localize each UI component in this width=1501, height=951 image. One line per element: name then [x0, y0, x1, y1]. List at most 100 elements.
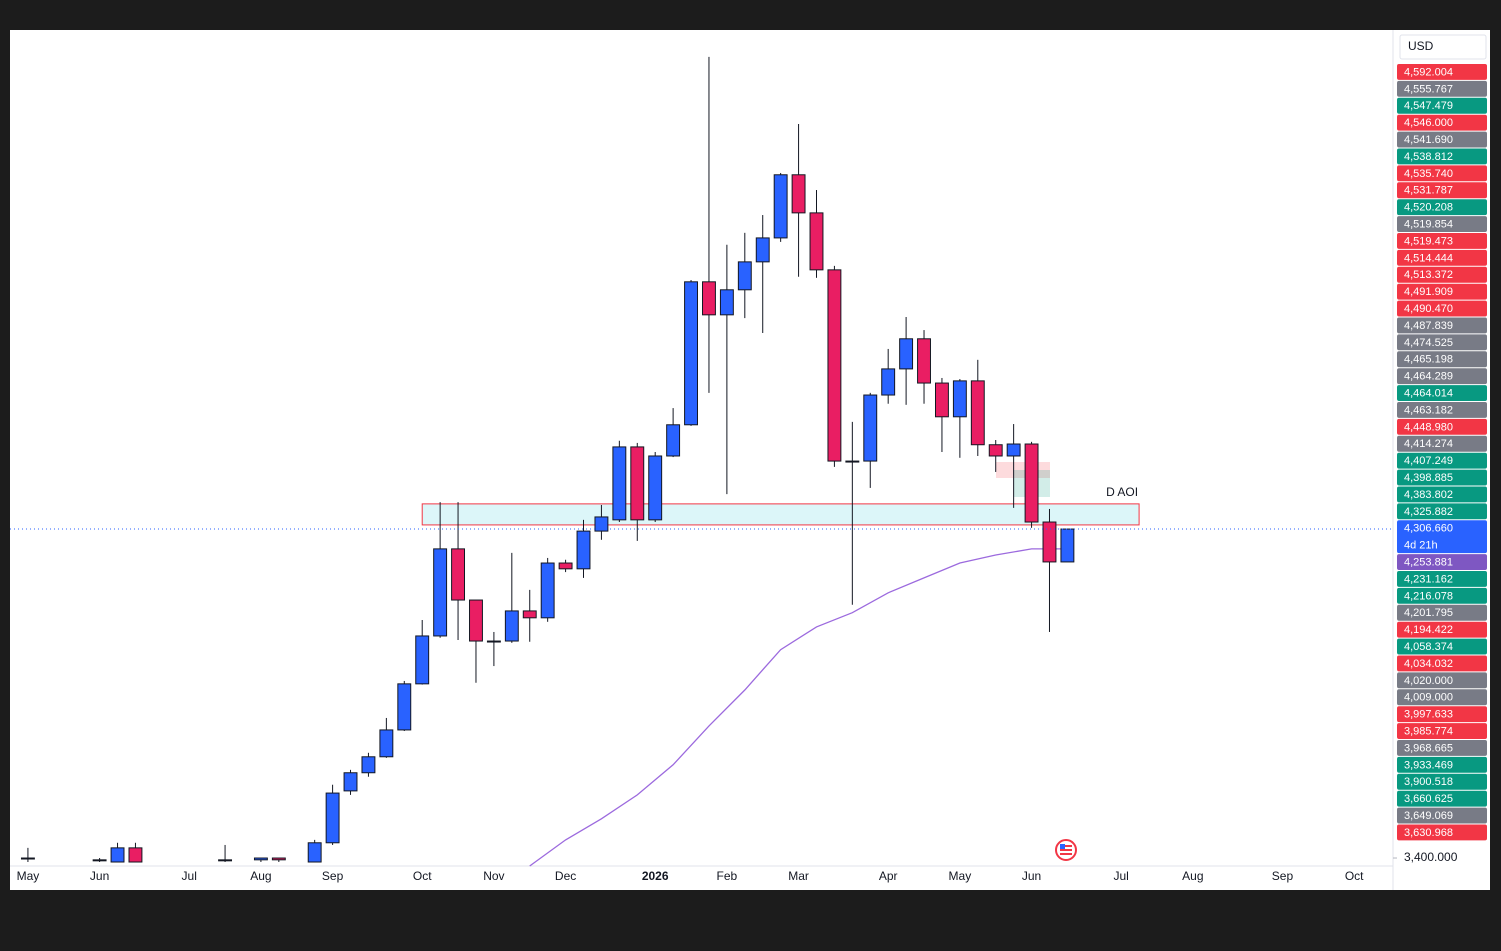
candle-body [684, 281, 698, 426]
price-badge-label: 4,034.032 [1404, 658, 1453, 670]
candle-body [307, 842, 322, 863]
price-badge-label: 4,541.690 [1404, 134, 1453, 146]
candle-body [612, 446, 627, 521]
price-badge-label: 4,448.980 [1404, 421, 1453, 433]
price-badge-label: 4,546.000 [1404, 117, 1453, 129]
candle-body [934, 382, 949, 418]
price-badge [1397, 216, 1487, 232]
candle [934, 377, 949, 452]
x-tick-label: Dec [555, 869, 576, 883]
price-badge-label: 4,407.249 [1404, 455, 1453, 467]
candle [469, 599, 483, 683]
candle [594, 504, 609, 540]
candle [970, 359, 985, 456]
candle [666, 408, 681, 458]
candle-body [325, 792, 340, 844]
candle [1060, 528, 1075, 563]
candle-body [558, 562, 573, 570]
price-badge-label: 4,592.004 [1404, 66, 1453, 78]
price-badge-label: 4,383.802 [1404, 489, 1453, 501]
candle-body [827, 269, 842, 462]
candle-body [1006, 443, 1021, 457]
price-badge-label: 4,547.479 [1404, 100, 1453, 112]
price-badge [1397, 402, 1487, 418]
x-tick-label: May [949, 869, 972, 883]
candle [540, 557, 555, 622]
price-badge-label: 4,535.740 [1404, 168, 1453, 180]
price-badge-label: 4,491.909 [1404, 286, 1453, 298]
x-tick-label: Nov [483, 869, 504, 883]
price-badge-label: 4,531.787 [1404, 185, 1453, 197]
price-badge [1397, 621, 1487, 638]
candle-body [92, 859, 107, 862]
candle-body [397, 683, 412, 731]
price-badge-label: 4,538.812 [1404, 151, 1453, 163]
price-badge [1397, 368, 1487, 385]
candle-body [361, 756, 376, 774]
x-tick-label: Jul [1113, 869, 1128, 883]
price-badge [1397, 131, 1487, 148]
candle-body [666, 424, 681, 457]
candle [415, 619, 430, 685]
price-badge [1397, 182, 1487, 199]
x-tick-label: Jun [90, 869, 109, 883]
price-badge-label: 4,058.374 [1404, 641, 1453, 653]
candle-body [343, 772, 358, 792]
price-badge-label: 3,649.069 [1404, 810, 1453, 822]
candle [379, 717, 394, 758]
price-badge [1397, 80, 1487, 97]
price-badge-label: 4,414.274 [1404, 438, 1453, 450]
moving-average [529, 548, 1068, 867]
price-badge-label: 4,009.000 [1404, 692, 1453, 704]
price-badge-label: 4,465.198 [1404, 354, 1453, 366]
candle [522, 589, 537, 642]
candle [845, 421, 860, 605]
x-tick-label: Oct [1345, 869, 1364, 883]
candle-body [791, 174, 806, 214]
candle-body [522, 610, 537, 619]
price-badge [1397, 266, 1487, 283]
candle-body [845, 460, 860, 463]
price-badge-label: 4,325.882 [1404, 506, 1453, 518]
price-badge [1397, 469, 1487, 486]
candle [361, 752, 376, 777]
candle [952, 379, 967, 458]
aoi-label: D AOI [1106, 485, 1138, 499]
candle [917, 330, 931, 404]
candle-body [433, 548, 448, 637]
price-badge [1397, 334, 1487, 351]
price-badge [1397, 655, 1487, 672]
candle-body [881, 368, 896, 396]
candle [988, 440, 1003, 472]
candle [271, 857, 286, 863]
price-badge [1397, 756, 1487, 773]
x-tick-label: 2026 [642, 869, 669, 883]
candle-body [415, 635, 430, 685]
candle [110, 842, 125, 863]
candle [92, 858, 107, 863]
price-badge [1397, 672, 1487, 689]
candle-body [1060, 528, 1075, 563]
currency-box[interactable] [1399, 34, 1487, 60]
price-badge-label: 4,519.854 [1404, 218, 1453, 230]
candle-body [20, 857, 35, 860]
price-badge-label: 4,513.372 [1404, 269, 1453, 281]
chart-panel [10, 30, 1490, 890]
price-badge [1397, 317, 1487, 334]
candle-body [504, 610, 519, 642]
candle [863, 392, 878, 488]
candle [307, 839, 322, 863]
price-badge-label: 4,194.422 [1404, 624, 1453, 636]
flag-stripe [1060, 849, 1072, 851]
price-badge-label: 4,514.444 [1404, 252, 1453, 264]
candle-body [970, 380, 985, 446]
x-tick-label: Oct [413, 869, 432, 883]
price-badge [1397, 824, 1487, 841]
candle [773, 172, 788, 242]
price-badge-label: 3,985.774 [1404, 725, 1453, 737]
candle-body [594, 516, 609, 532]
price-badge [1397, 452, 1487, 469]
event-flag[interactable] [1055, 839, 1077, 861]
